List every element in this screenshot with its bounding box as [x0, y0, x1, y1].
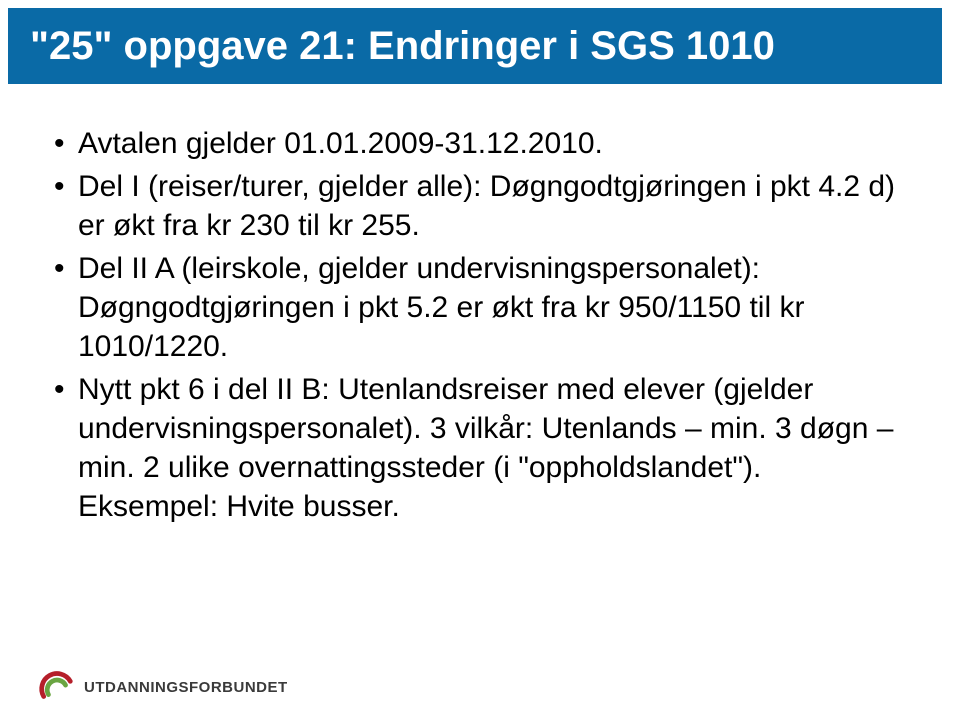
bullet-item: Avtalen gjelder 01.01.2009-31.12.2010.: [54, 124, 906, 163]
slide-title: "25" oppgave 21: Endringer i SGS 1010: [30, 24, 775, 69]
bullet-text: Del II A (leirskole, gjelder undervisnin…: [78, 252, 804, 363]
title-bar: "25" oppgave 21: Endringer i SGS 1010: [8, 8, 942, 84]
bullet-list: Avtalen gjelder 01.01.2009-31.12.2010. D…: [54, 124, 906, 526]
footer-logo: UTDANNINGSFORBUNDET: [38, 668, 288, 706]
slide-body: Avtalen gjelder 01.01.2009-31.12.2010. D…: [0, 84, 960, 526]
bullet-text: Del I (reiser/turer, gjelder alle): Døgn…: [78, 170, 895, 242]
bullet-item: Nytt pkt 6 i del II B: Utenlandsreiser m…: [54, 370, 906, 526]
logo-icon: [38, 668, 76, 706]
bullet-item: Del I (reiser/turer, gjelder alle): Døgn…: [54, 167, 906, 245]
bullet-text: Nytt pkt 6 i del II B: Utenlandsreiser m…: [78, 373, 893, 523]
bullet-text: Avtalen gjelder 01.01.2009-31.12.2010.: [78, 127, 603, 160]
bullet-item: Del II A (leirskole, gjelder undervisnin…: [54, 249, 906, 366]
logo-text: UTDANNINGSFORBUNDET: [84, 679, 288, 696]
